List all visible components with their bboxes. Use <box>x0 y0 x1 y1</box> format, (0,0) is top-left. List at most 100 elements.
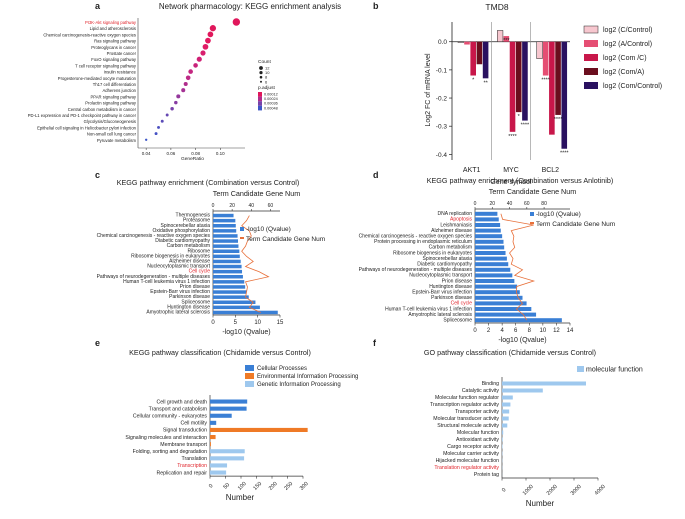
data-point <box>160 119 164 123</box>
legend-swatch <box>240 237 244 239</box>
legend-label: log2 (A/Control) <box>603 41 652 48</box>
bar <box>475 284 518 289</box>
x-tick-label: 10 <box>254 320 261 326</box>
x-tick-label: 4000 <box>594 484 607 497</box>
x-tick-label: 0 <box>473 328 477 334</box>
top-tick-label: 20 <box>489 201 495 207</box>
bar <box>457 41 464 43</box>
legend-label: Environmental Information Processing <box>257 374 358 380</box>
legend-swatch <box>530 222 534 224</box>
data-point <box>176 94 181 99</box>
y-tick-label: -0.3 <box>436 124 448 131</box>
legend-color-swatch <box>258 101 262 106</box>
data-point <box>205 37 211 44</box>
bar <box>210 449 245 454</box>
category-label: PI3K-Akt signaling pathway <box>85 20 137 25</box>
bar <box>561 41 568 149</box>
bar <box>475 318 562 323</box>
bar <box>213 275 243 279</box>
data-point <box>181 88 186 93</box>
category-label: Transporter activity <box>455 409 499 415</box>
category-label: Molecular transducer activity <box>433 416 499 422</box>
bar <box>210 413 232 418</box>
gene-num-line <box>500 213 536 321</box>
category-label: Ribosome <box>187 248 210 254</box>
bar <box>475 251 506 255</box>
x-tick-label: 5 <box>234 320 238 326</box>
bar <box>502 402 511 407</box>
category-label: Translation regulator activity <box>434 465 499 471</box>
panel-label-a: a <box>95 1 101 11</box>
category-label: Spinocerebellar ataxia <box>161 223 211 229</box>
category-label: Nucleocytoplasmic transport <box>147 264 210 270</box>
bar <box>515 41 522 113</box>
significance-mark: *** <box>503 38 510 44</box>
bar <box>213 224 236 228</box>
data-point <box>232 18 241 26</box>
bar <box>475 312 537 317</box>
bar <box>475 217 499 222</box>
bar <box>475 307 532 311</box>
category-label: Glycolysis/Gluconeogenesis <box>84 119 136 124</box>
bar <box>475 273 513 278</box>
data-point <box>207 31 214 38</box>
y-tick-label: -0.2 <box>436 96 448 103</box>
bar <box>475 239 504 244</box>
bar <box>213 310 278 315</box>
bar <box>502 430 504 435</box>
legend-label: log2 (C/Control) <box>603 27 652 34</box>
significance-mark: **** <box>508 134 517 140</box>
category-label: Proteoglycans in cancer <box>91 45 136 50</box>
category-label: Ras signaling pathway <box>94 39 137 44</box>
bar <box>213 264 242 269</box>
category-label: Replication and repair <box>157 470 208 476</box>
bar <box>555 41 561 115</box>
legend-size-dot <box>260 80 262 83</box>
legend-swatch <box>577 366 584 372</box>
bar <box>213 249 240 253</box>
category-label: Transport and catabolism <box>149 406 207 412</box>
y-axis-label-b: Log2 FC of mRNA level <box>425 53 432 127</box>
category-label: T cell receptor signaling pathway <box>75 63 137 68</box>
legend-color-swatch <box>258 96 262 102</box>
x-axis-label-e: Number <box>226 493 255 502</box>
panel-label-e: e <box>95 338 100 348</box>
bar <box>213 254 240 259</box>
chart-title-d: KEGG pathway enrichment (Combination ver… <box>427 176 614 185</box>
legend-swatch <box>245 365 254 371</box>
bar <box>549 41 555 135</box>
chart-title-b: TMD8 <box>485 2 508 12</box>
category-label: Huntington disease <box>429 284 472 290</box>
category-label: Carbon metabolism <box>429 245 472 251</box>
bar <box>475 279 515 283</box>
panel-label-d: d <box>373 170 379 180</box>
category-label: Central carbon metabolism in cancer <box>68 107 137 112</box>
bar <box>213 239 239 243</box>
bar <box>213 269 243 274</box>
legend-padj-value: 0.00024 <box>264 97 278 101</box>
legend-padj-value: 0.00036 <box>264 102 278 106</box>
legend-padj-value: 0.00012 <box>264 93 278 97</box>
x-tick-label: 4 <box>500 328 504 334</box>
panel-label-b: b <box>373 1 379 11</box>
bar <box>475 256 507 261</box>
x-tick-label: 10 <box>540 328 547 334</box>
bar <box>210 435 216 440</box>
legend-size-dot <box>259 75 263 79</box>
bar <box>475 295 523 300</box>
bar <box>213 234 238 238</box>
bar <box>213 229 237 233</box>
y-tick-label: -0.4 <box>436 152 448 159</box>
x-tick-label: 300 <box>299 481 310 492</box>
x-tick-label: 0.06 <box>166 151 175 156</box>
category-label: Human T-cell leukemia virus 1 infection <box>385 306 472 312</box>
category-label: Molecular carrier activity <box>443 451 499 457</box>
x-tick-label: 250 <box>283 481 294 492</box>
legend-swatch <box>584 54 598 61</box>
x-tick-label: 150 <box>252 481 263 492</box>
category-label: Cellular community - eukaryotes <box>133 414 207 420</box>
y-tick-label: -0.1 <box>436 67 448 74</box>
category-label: Molecular function regulator <box>435 395 499 401</box>
category-label: Diabetic cardiomyopathy <box>155 238 210 244</box>
category-label: Catalytic activity <box>462 388 500 394</box>
